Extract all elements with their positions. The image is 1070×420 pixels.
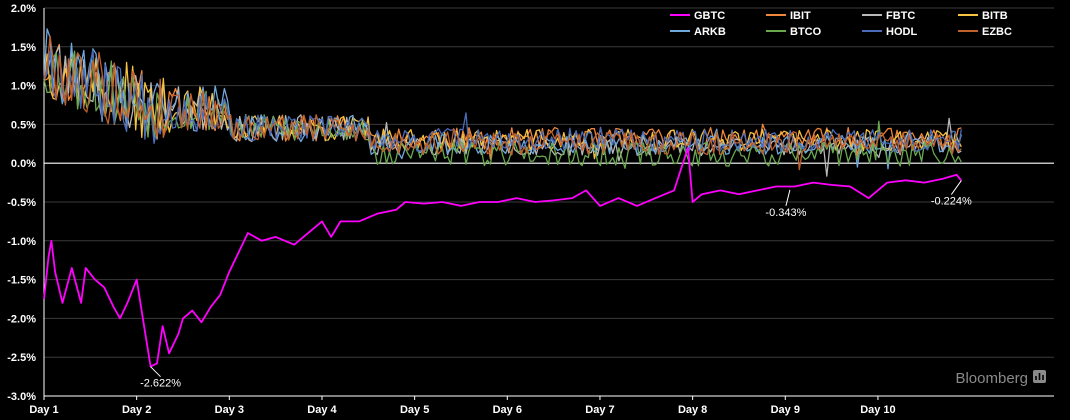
brand-logo-bars-icon: [1035, 373, 1044, 380]
data-label: -2.622%: [140, 378, 181, 390]
annotation-leader: [150, 366, 161, 378]
x-tick-label: Day 5: [400, 404, 429, 416]
series-line-arkb: [43, 28, 962, 170]
legend-label: FBTC: [886, 10, 915, 22]
x-tick-label: Day 8: [678, 404, 707, 416]
annotation-leader: [950, 180, 962, 195]
y-tick-label: -0.5%: [7, 197, 36, 209]
y-tick-label: 2.0%: [11, 3, 36, 15]
brand-watermark: Bloomberg: [955, 370, 1028, 387]
x-tick-label: Day 1: [29, 404, 58, 416]
y-tick-label: 1.0%: [11, 81, 36, 93]
x-tick-label: Day 9: [771, 404, 800, 416]
annotation-leader: [785, 189, 791, 206]
legend-label: BTCO: [790, 26, 822, 38]
legend-label: EZBC: [982, 26, 1012, 38]
y-tick-label: -1.0%: [7, 236, 36, 248]
data-label: -0.343%: [765, 207, 806, 219]
legend-label: IBIT: [790, 10, 811, 22]
y-tick-label: -2.0%: [7, 313, 36, 325]
legend-label: GBTC: [694, 10, 725, 22]
y-tick-label: 0.0%: [11, 158, 36, 170]
series-line-ezbc: [43, 35, 962, 171]
x-tick-label: Day 6: [493, 404, 522, 416]
y-tick-label: -2.5%: [7, 352, 36, 364]
x-tick-label: Day 2: [122, 404, 151, 416]
x-tick-label: Day 3: [215, 404, 244, 416]
y-tick-label: -3.0%: [7, 391, 36, 403]
x-tick-label: Day 4: [307, 404, 337, 416]
series-line-gbtc: [43, 146, 963, 368]
data-label: -0.224%: [931, 196, 972, 208]
legend-label: HODL: [886, 26, 917, 38]
legend-label: BITB: [982, 10, 1008, 22]
legend-label: ARKB: [694, 26, 726, 38]
x-tick-label: Day 7: [585, 404, 614, 416]
series-line-fbtc: [43, 45, 962, 177]
series-line-hodl: [43, 49, 962, 153]
series-line-bitb: [43, 53, 962, 160]
y-tick-label: -1.5%: [7, 275, 36, 287]
y-tick-label: 0.5%: [11, 119, 36, 131]
x-tick-label: Day 10: [860, 404, 895, 416]
y-tick-label: 1.5%: [11, 42, 36, 54]
